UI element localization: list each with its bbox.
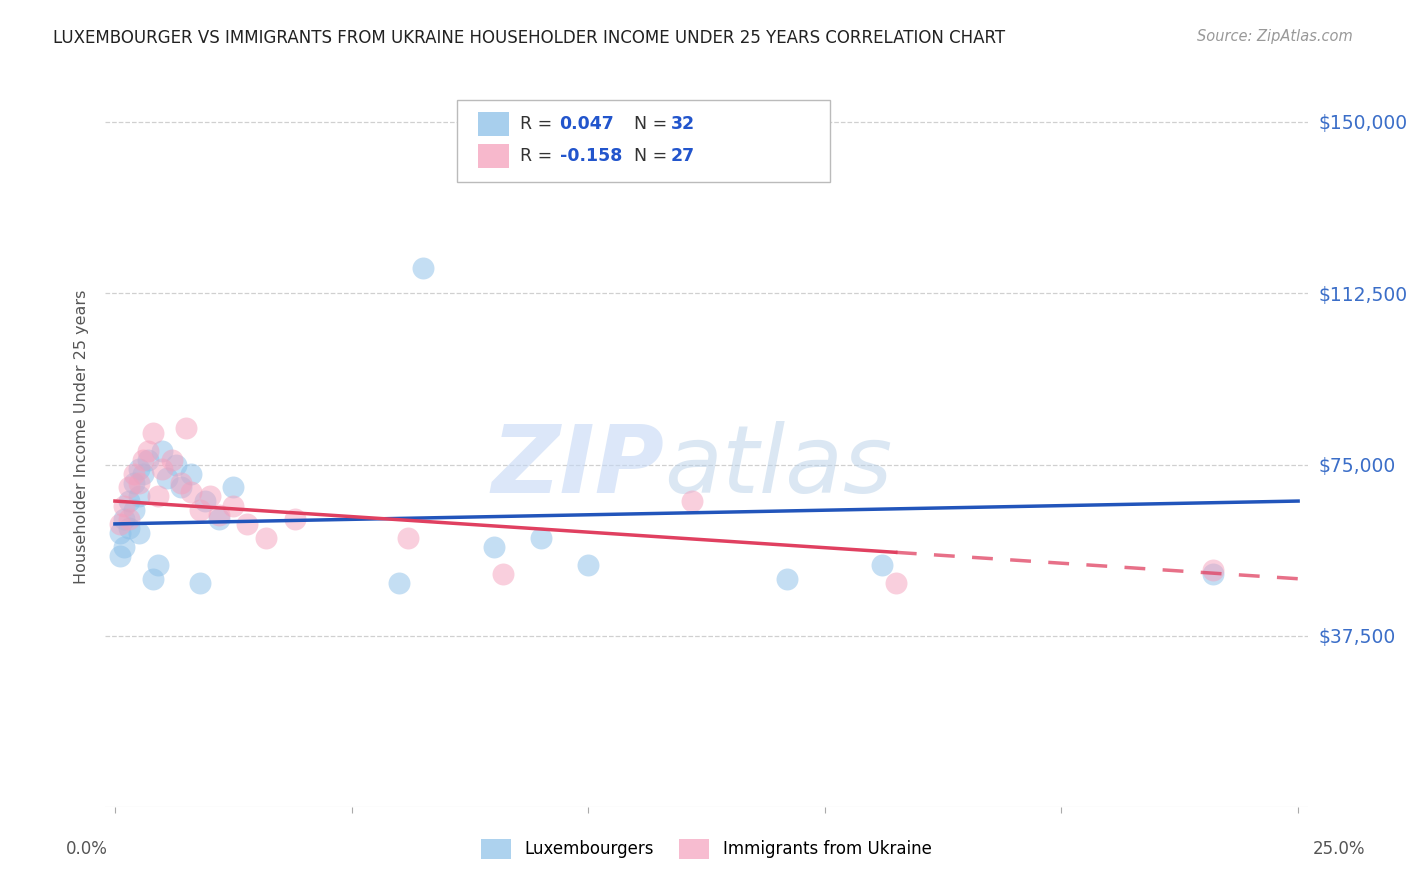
- Point: [112, 540, 135, 554]
- Point: [284, 512, 307, 526]
- Point: [122, 467, 145, 481]
- Point: [396, 531, 419, 545]
- Point: [254, 531, 277, 545]
- Point: [165, 458, 187, 472]
- Point: [128, 462, 150, 476]
- Text: 32: 32: [671, 115, 695, 133]
- Text: 0.0%: 0.0%: [66, 840, 108, 858]
- Point: [681, 494, 703, 508]
- Point: [118, 521, 141, 535]
- Point: [180, 484, 202, 499]
- Point: [198, 490, 221, 504]
- Point: [118, 480, 141, 494]
- Point: [170, 475, 193, 490]
- Text: N =: N =: [623, 147, 672, 165]
- Point: [1202, 563, 1225, 577]
- Text: Source: ZipAtlas.com: Source: ZipAtlas.com: [1197, 29, 1353, 44]
- Point: [870, 558, 893, 572]
- Point: [150, 462, 173, 476]
- Point: [180, 467, 202, 481]
- Point: [122, 475, 145, 490]
- Point: [108, 549, 131, 563]
- Point: [128, 475, 150, 490]
- Point: [160, 453, 183, 467]
- Point: [146, 490, 169, 504]
- Point: [118, 512, 141, 526]
- Point: [194, 494, 217, 508]
- Text: 25.0%: 25.0%: [1312, 840, 1365, 858]
- Text: R =: R =: [520, 147, 558, 165]
- Point: [482, 540, 505, 554]
- Legend: Luxembourgers, Immigrants from Ukraine: Luxembourgers, Immigrants from Ukraine: [475, 832, 938, 865]
- Point: [776, 572, 799, 586]
- Point: [174, 421, 197, 435]
- Point: [118, 494, 141, 508]
- Text: 0.047: 0.047: [560, 115, 614, 133]
- Point: [150, 443, 173, 458]
- Point: [128, 526, 150, 541]
- Point: [884, 576, 907, 591]
- Y-axis label: Householder Income Under 25 years: Householder Income Under 25 years: [75, 290, 90, 584]
- Point: [1202, 567, 1225, 582]
- Point: [146, 558, 169, 572]
- Point: [208, 512, 231, 526]
- Point: [132, 467, 155, 481]
- Text: ZIP: ZIP: [492, 421, 665, 513]
- Text: R =: R =: [520, 115, 558, 133]
- Text: N =: N =: [623, 115, 672, 133]
- Point: [388, 576, 411, 591]
- Point: [132, 453, 155, 467]
- Point: [492, 567, 515, 582]
- Point: [136, 443, 159, 458]
- Point: [208, 508, 231, 522]
- Point: [136, 453, 159, 467]
- Point: [108, 526, 131, 541]
- Point: [108, 516, 131, 531]
- Point: [222, 499, 245, 513]
- Point: [156, 471, 179, 485]
- Text: 27: 27: [671, 147, 695, 165]
- Text: atlas: atlas: [665, 421, 893, 512]
- Point: [122, 503, 145, 517]
- Point: [412, 260, 434, 275]
- Point: [530, 531, 553, 545]
- Text: LUXEMBOURGER VS IMMIGRANTS FROM UKRAINE HOUSEHOLDER INCOME UNDER 25 YEARS CORREL: LUXEMBOURGER VS IMMIGRANTS FROM UKRAINE …: [53, 29, 1005, 46]
- Point: [222, 480, 245, 494]
- Point: [112, 512, 135, 526]
- Point: [142, 425, 165, 440]
- Point: [112, 499, 135, 513]
- Point: [236, 516, 259, 531]
- Text: -0.158: -0.158: [560, 147, 621, 165]
- Point: [188, 576, 211, 591]
- Point: [128, 490, 150, 504]
- Point: [576, 558, 599, 572]
- Point: [188, 503, 211, 517]
- Point: [142, 572, 165, 586]
- Point: [170, 480, 193, 494]
